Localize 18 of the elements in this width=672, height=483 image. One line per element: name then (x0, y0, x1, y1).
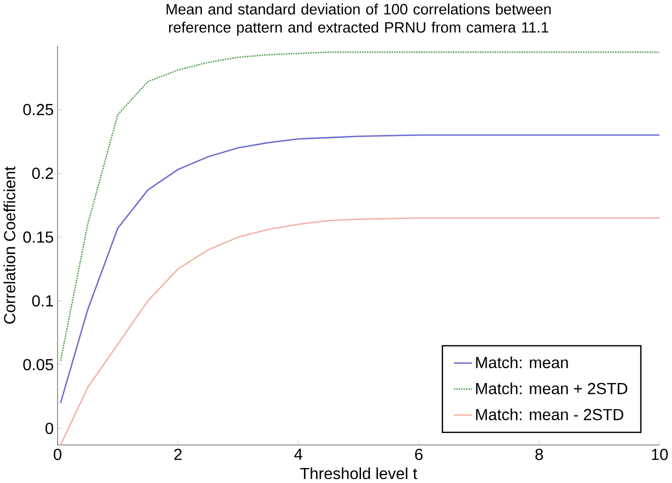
legend-label: Match: mean + 2STD (476, 382, 628, 394)
y-axis-title: Correlation Coefficient (4, 166, 16, 324)
legend-label: Match: mean (476, 356, 568, 368)
x-tick-label: 4 (294, 448, 302, 460)
x-tick-label: 0 (54, 448, 62, 460)
legend-label: Match: mean - 2STD (476, 408, 624, 420)
chart-title: Mean and standard deviation of 100 correlations between reference pattern and extracted PRNU from camera 11.1 (166, 4, 551, 36)
y-tick-label: 0.15 (23, 232, 54, 243)
x-tick-label: 10 (652, 448, 668, 460)
x-tick-label: 8 (535, 448, 543, 460)
y-tick-label: 0.1 (32, 295, 54, 307)
x-tick-label: 6 (415, 448, 423, 460)
x-axis-title: Threshold level t (300, 468, 418, 480)
x-tick-label: 2 (174, 448, 182, 460)
y-tick-label: 0.05 (23, 359, 54, 370)
y-tick-label: 0.25 (23, 104, 54, 116)
y-tick-label: 0.2 (32, 168, 54, 180)
y-tick-label: 0 (46, 422, 54, 434)
